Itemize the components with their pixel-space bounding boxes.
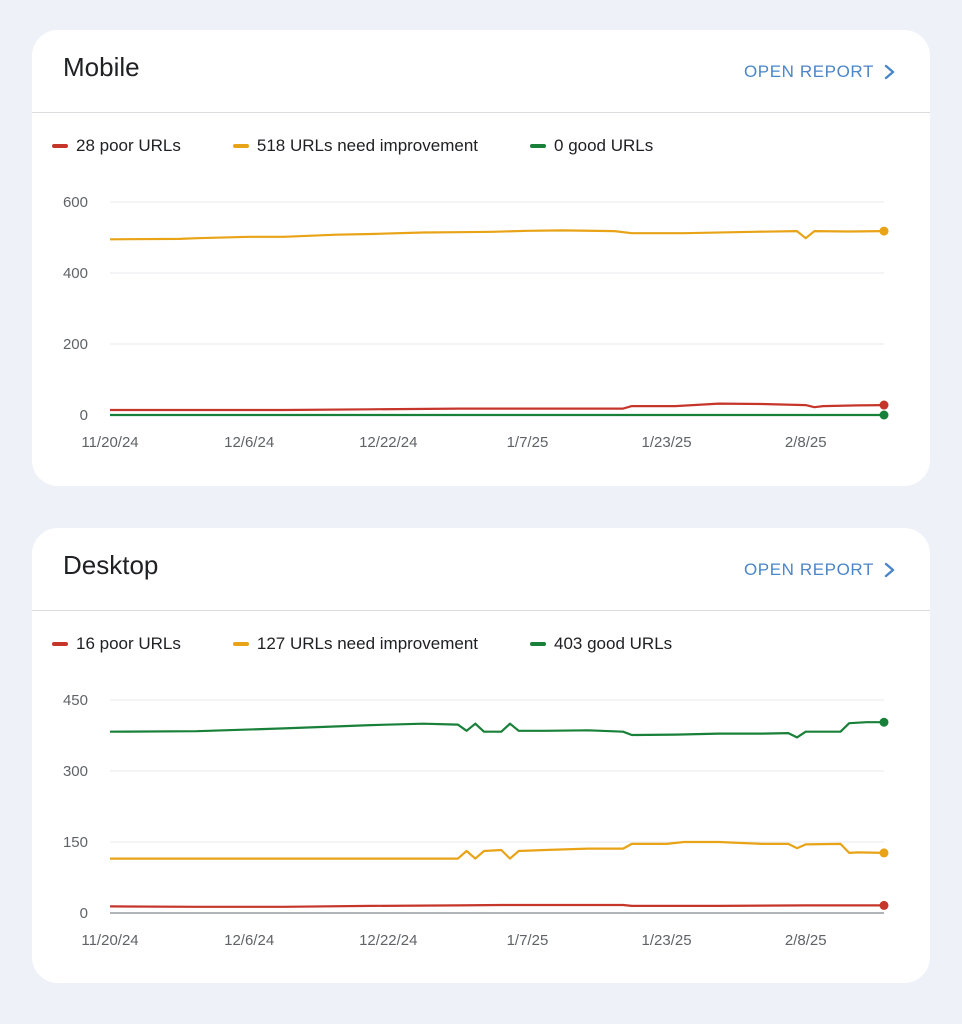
chevron-right-icon (884, 64, 895, 80)
legend-item-needs-improvement[interactable]: 518 URLs need improvement (232, 136, 479, 156)
series-line-1 (109, 229, 885, 241)
legend-item-good[interactable]: 403 good URLs (530, 634, 672, 654)
card-title: Desktop (63, 550, 159, 580)
legend-label-poor: 16 poor URLs (76, 634, 181, 653)
y-tick-label: 150 (63, 834, 88, 851)
chart-legend: 28 poor URLs 518 URLs need improvement 0… (52, 136, 705, 156)
x-tick-label: 12/6/24 (224, 932, 274, 949)
series-line-2 (109, 721, 884, 739)
legend-swatch-poor (52, 144, 68, 148)
legend-swatch-needs-improvement (232, 642, 249, 646)
legend-swatch-poor (52, 642, 68, 646)
y-tick-label: 600 (63, 194, 88, 211)
x-tick-label: 1/23/25 (642, 932, 692, 949)
card-divider (32, 112, 930, 113)
x-tick-label: 12/22/24 (359, 932, 417, 949)
series-line-0 (110, 402, 885, 412)
series-endpoint-2[interactable] (879, 410, 889, 420)
series-line-1 (110, 840, 885, 860)
open-report-label: OPEN REPORT (743, 62, 874, 81)
card-divider (32, 610, 930, 611)
desktop-line-chart: 0 150 300 450 11/20/24 12/6/24 12/22/24 1/7/25 1… (63, 692, 889, 949)
x-tick-label: 2/8/25 (785, 434, 827, 451)
chart-legend: 16 poor URLs 127 URLs need improvement 4… (52, 634, 724, 654)
series-endpoint-1[interactable] (879, 226, 889, 236)
x-tick-label: 1/23/25 (642, 434, 692, 451)
chevron-right-icon (884, 562, 895, 578)
legend-label-good: 0 good URLs (554, 136, 654, 155)
x-tick-label: 1/7/25 (507, 932, 549, 949)
series-endpoint-0[interactable] (879, 400, 889, 410)
open-report-label: OPEN REPORT (743, 560, 874, 579)
mobile-line-chart: 0 200 400 600 11/20/24 12/6/24 12/22/24 1/7/25 1… (63, 194, 889, 451)
card-title: Mobile (63, 52, 140, 82)
legend-swatch-needs-improvement (232, 144, 249, 148)
mobile-card: Mobile OPEN REPORT 28 poor URLs 518 URLs… (32, 30, 930, 486)
desktop-card: Desktop OPEN REPORT 16 poor URLs 127 URL… (32, 528, 930, 983)
legend-item-poor[interactable]: 28 poor URLs (52, 136, 181, 156)
x-tick-label: 11/20/24 (81, 434, 138, 451)
y-tick-label: 0 (80, 905, 88, 922)
series-line-0 (109, 903, 884, 908)
legend-swatch-good (530, 144, 547, 148)
y-tick-label: 200 (63, 336, 88, 353)
series-endpoint-1[interactable] (879, 848, 889, 858)
y-tick-label: 0 (80, 407, 88, 424)
legend-item-poor[interactable]: 16 poor URLs (52, 634, 181, 654)
y-tick-label: 300 (63, 763, 88, 780)
series-endpoint-0[interactable] (879, 900, 889, 910)
series-endpoint-2[interactable] (879, 717, 889, 727)
legend-item-good[interactable]: 0 good URLs (530, 136, 653, 156)
open-report-button[interactable]: OPEN REPORT (744, 62, 896, 82)
x-tick-label: 2/8/25 (785, 932, 827, 949)
x-tick-label: 12/22/24 (359, 434, 417, 451)
y-tick-label: 400 (63, 265, 88, 282)
y-tick-label: 450 (63, 692, 88, 709)
legend-label-good: 403 good URLs (554, 634, 673, 653)
x-tick-label: 1/7/25 (507, 434, 549, 451)
legend-label-needs-improvement: 518 URLs need improvement (256, 136, 479, 155)
legend-item-needs-improvement[interactable]: 127 URLs need improvement (232, 634, 479, 654)
legend-label-needs-improvement: 127 URLs need improvement (256, 634, 479, 653)
legend-label-poor: 28 poor URLs (76, 136, 181, 155)
x-tick-label: 11/20/24 (81, 932, 138, 949)
x-tick-label: 12/6/24 (224, 434, 274, 451)
open-report-button[interactable]: OPEN REPORT (744, 560, 896, 580)
legend-swatch-good (530, 642, 547, 646)
